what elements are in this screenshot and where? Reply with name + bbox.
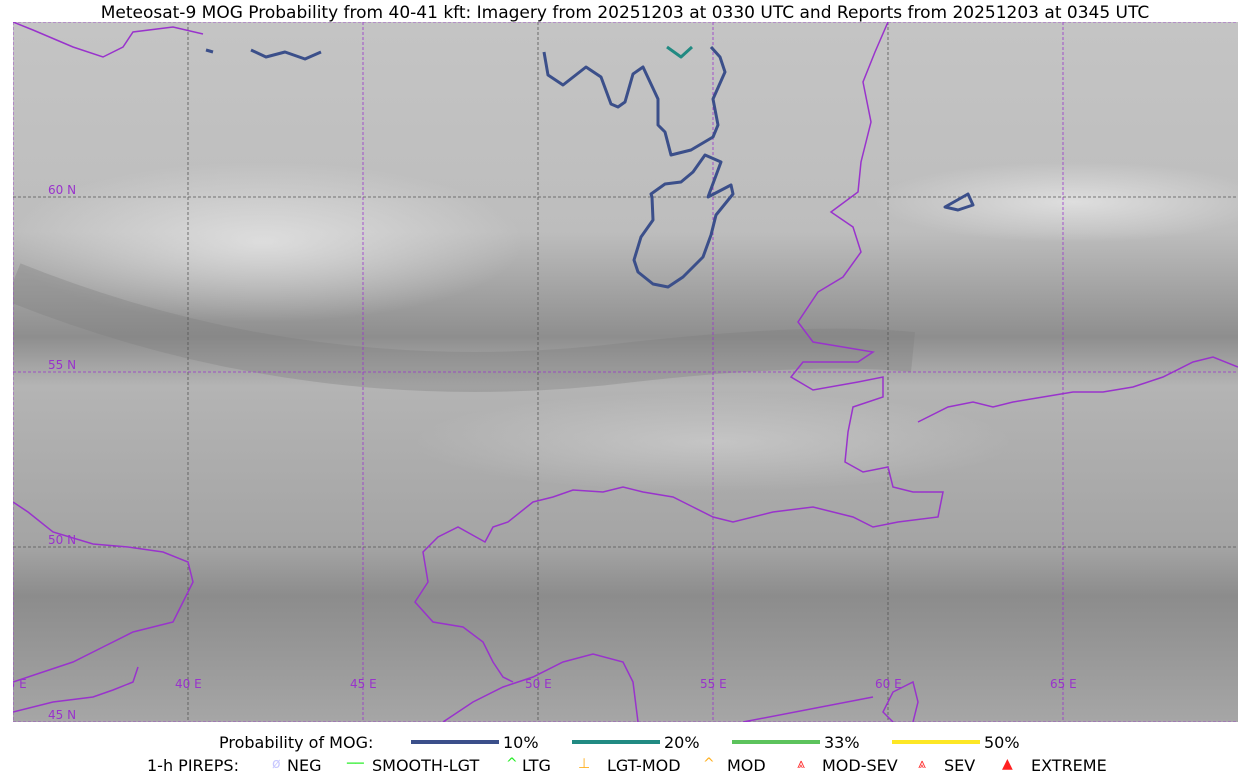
mog-contour: [205, 48, 214, 54]
coastline: [13, 501, 194, 683]
lon-label: 60 E: [875, 677, 902, 691]
prob-swatch-10pct: [411, 740, 499, 744]
coastlines: [13, 22, 1238, 722]
satellite-map: 35 E 40 E 45 E 50 E 55 E 60 E 65 E 60 N 55 N 50 N…: [13, 22, 1238, 722]
pirep-label: SMOOTH-LGT: [372, 756, 480, 775]
pirep-label: LGT-MOD: [607, 756, 681, 775]
prob-label: 10%: [503, 733, 539, 752]
prob-swatch-20pct: [572, 740, 660, 744]
lon-label: 35 E: [13, 677, 27, 691]
pirep-label: MOD-SEV: [822, 756, 898, 775]
mog-contour: [632, 153, 735, 289]
coastline: [13, 22, 204, 58]
pirep-label: LTG: [522, 756, 551, 775]
coastline: [882, 680, 919, 722]
pirep-label: SEV: [944, 756, 976, 775]
lat-label: 55 N: [48, 358, 76, 372]
coastline: [414, 22, 944, 683]
prob-label: 50%: [984, 733, 1020, 752]
caret-icon: ^: [506, 756, 518, 772]
line-icon: ──: [347, 756, 364, 772]
coastline: [13, 666, 139, 713]
coastline: [917, 356, 1238, 423]
mog-contours: [205, 45, 975, 289]
lat-label: 60 N: [48, 183, 76, 197]
prob-swatch-50pct: [892, 740, 980, 744]
neg-circle-icon: ø: [272, 756, 281, 772]
prob-label: 33%: [824, 733, 860, 752]
map-title: Meteosat-9 MOG Probability from 40-41 kf…: [100, 3, 1150, 23]
prob-label: 20%: [664, 733, 700, 752]
pireps-legend-label: 1-h PIREPS:: [147, 756, 239, 775]
caret-icon: ^: [703, 756, 715, 772]
coastline: [742, 696, 874, 722]
double-caret-bar-icon: ⩓: [797, 756, 805, 772]
filled-triangle-icon: ▲: [1002, 756, 1013, 772]
mog-contour: [542, 45, 727, 157]
lon-label: 50 E: [525, 677, 552, 691]
mog-contour: [666, 45, 694, 59]
lat-label: 50 N: [48, 533, 76, 547]
lon-label: 45 E: [350, 677, 377, 691]
double-caret-icon: ⩓: [918, 756, 926, 772]
mog-contour: [943, 192, 975, 212]
pirep-label: NEG: [287, 756, 322, 775]
lon-label: 65 E: [1050, 677, 1077, 691]
lon-label: 40 E: [175, 677, 202, 691]
probability-legend-label: Probability of MOG:: [219, 733, 374, 752]
lat-label: 45 N: [48, 708, 76, 722]
prob-swatch-33pct: [732, 740, 820, 744]
lon-label: 55 E: [700, 677, 727, 691]
mog-contour: [250, 48, 322, 61]
caret-bar-icon: ⊥: [578, 756, 591, 772]
pirep-label: EXTREME: [1031, 756, 1107, 775]
coastline: [442, 653, 639, 722]
pirep-label: MOD: [727, 756, 766, 775]
